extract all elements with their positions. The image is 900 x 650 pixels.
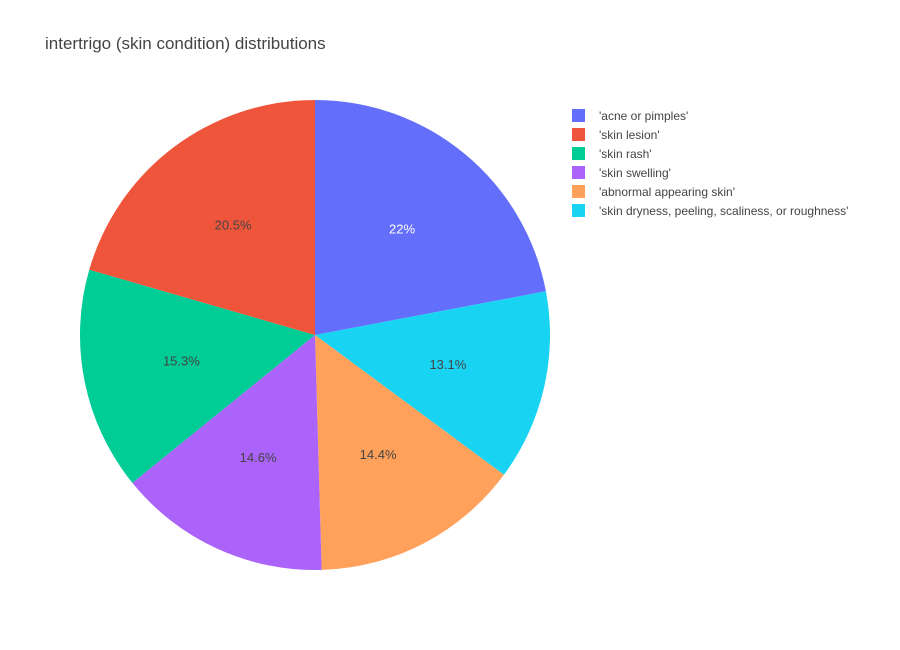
slice-percent-label: 13.1% [429,357,466,372]
legend-label: 'abnormal appearing skin' [599,184,735,199]
chart-title: intertrigo (skin condition) distribution… [45,34,326,53]
pie-slice[interactable] [315,100,546,335]
slice-percent-label: 15.3% [163,353,200,368]
slice-percent-label: 22% [389,221,415,236]
pie-slice[interactable] [80,269,315,483]
legend-swatch [572,147,585,160]
slice-percent-label: 14.6% [240,450,277,465]
legend-item[interactable]: 'skin rash' [572,144,848,163]
pie-slices [80,100,551,571]
pie-slice[interactable] [315,335,504,570]
legend-item[interactable]: 'acne or pimples' [572,106,848,125]
pie-labels: 22% 13.1% 14.4% 14.6% 15.3% 20.5% [163,218,467,466]
legend-swatch [572,109,585,122]
legend-swatch [572,185,585,198]
legend-item[interactable]: 'abnormal appearing skin' [572,182,848,201]
legend-item[interactable]: 'skin dryness, peeling, scaliness, or ro… [572,201,848,220]
legend-item[interactable]: 'skin swelling' [572,163,848,182]
legend-item[interactable]: 'skin lesion' [572,125,848,144]
pie-slice[interactable] [89,100,315,335]
slice-percent-label: 20.5% [215,218,252,233]
legend-label: 'skin rash' [599,146,652,161]
legend-label: 'acne or pimples' [599,108,689,123]
legend-label: 'skin lesion' [599,127,660,142]
legend-label: 'skin swelling' [599,165,671,180]
slice-percent-label: 14.4% [360,447,397,462]
legend: 'acne or pimples' 'skin lesion' 'skin rash… [572,106,848,220]
legend-label: 'skin dryness, peeling, scaliness, or ro… [599,203,849,218]
pie-slice[interactable] [132,335,322,571]
legend-swatch [572,166,585,179]
pie-slice[interactable] [315,291,551,475]
legend-swatch [572,204,585,217]
legend-swatch [572,128,585,141]
